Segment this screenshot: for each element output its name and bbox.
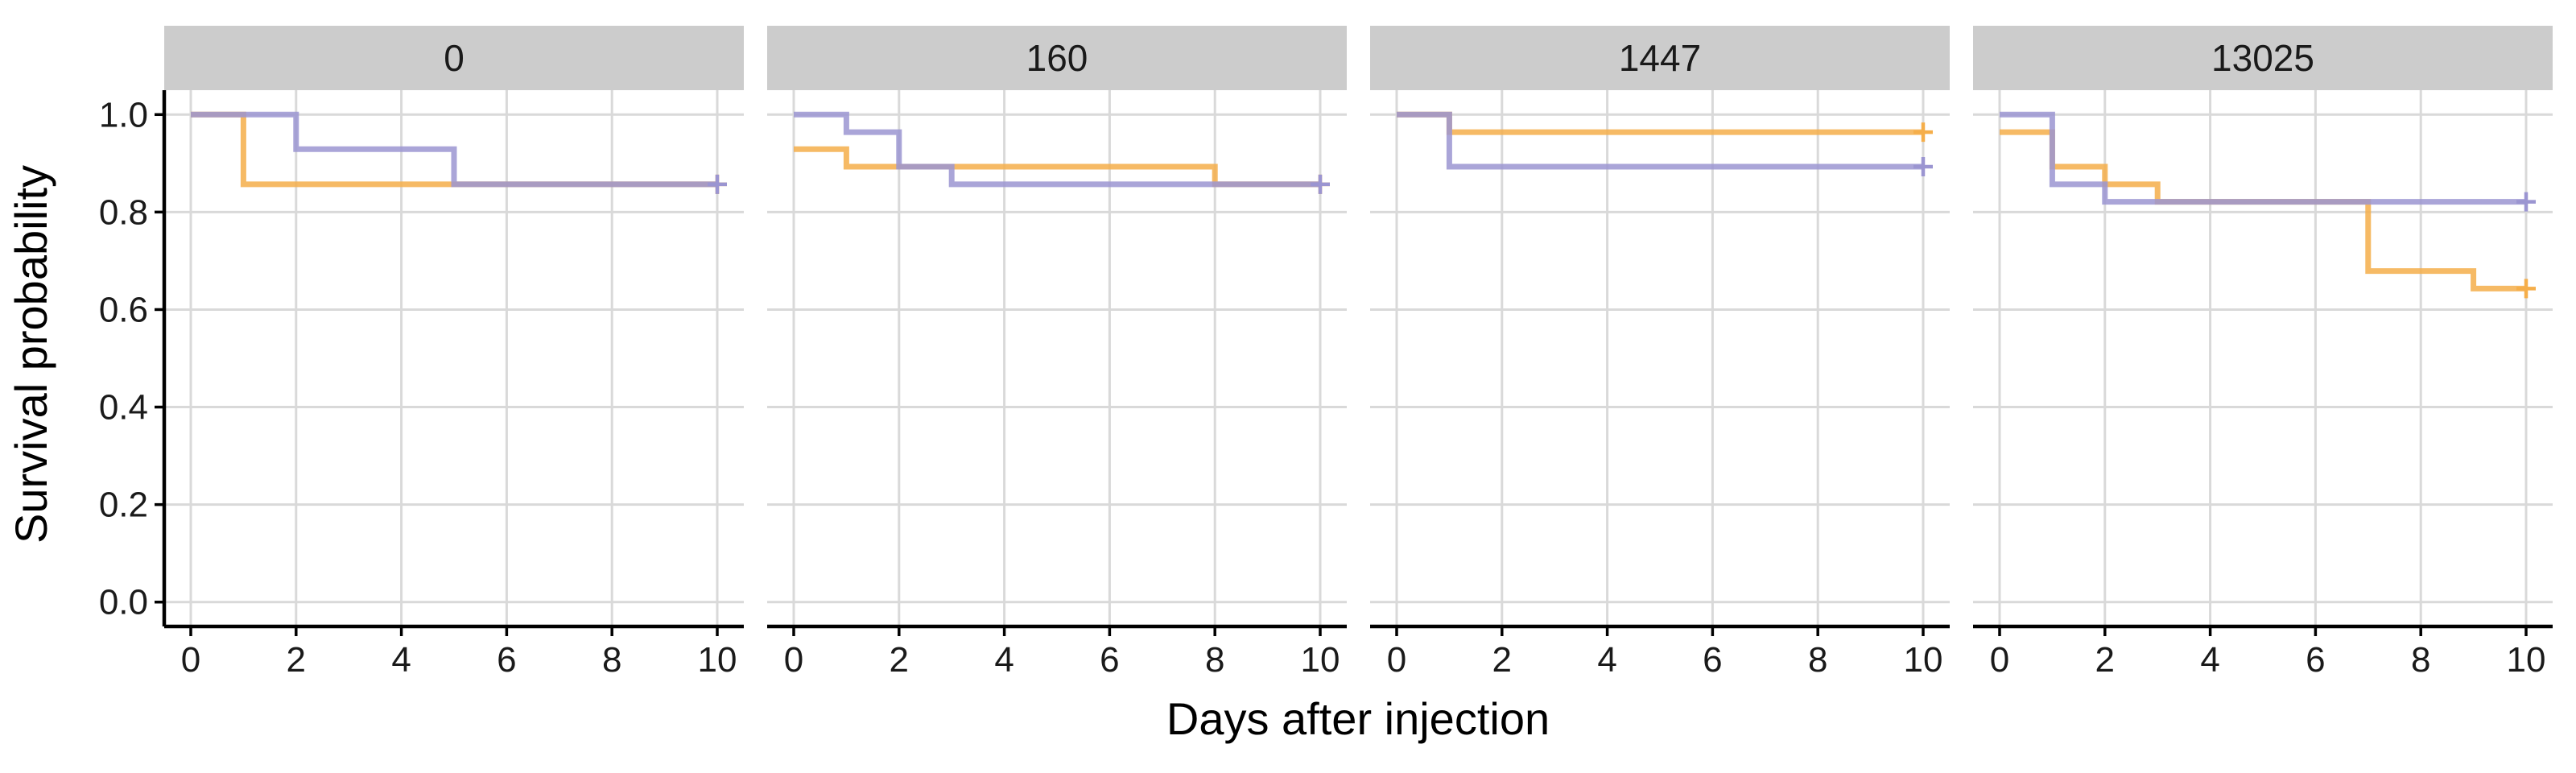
facet-strip: [1370, 26, 1950, 90]
facet-panel-1447: 1447 0 2 4 6 8 10: [1370, 26, 1950, 680]
x-tick-label: 6: [2306, 640, 2325, 680]
facet-strip: [1973, 26, 2553, 90]
x-tick-label: 6: [497, 640, 516, 680]
x-tick-label: 2: [890, 640, 909, 680]
x-tick-label: 10: [698, 640, 737, 680]
censor-mark: [2516, 192, 2536, 212]
facet-panel-13025: 13025 0 2 4 6 8 10: [1973, 26, 2553, 680]
y-tick-label: 0.2: [99, 486, 148, 525]
x-tick-label: 4: [994, 640, 1013, 680]
x-tick-label: 6: [1100, 640, 1119, 680]
x-tick-label: 2: [2095, 640, 2115, 680]
y-tick-label: 0.4: [99, 388, 148, 428]
censor-mark: [1311, 174, 1330, 194]
x-tick-label: 8: [602, 640, 621, 680]
x-tick-label: 8: [2411, 640, 2430, 680]
facet-strip: [164, 26, 744, 90]
survival-curve-series-1: [1397, 111, 1923, 135]
y-tick-label: 0.6: [99, 290, 148, 329]
facet-strip-label: 0: [444, 37, 464, 79]
x-tick-label: 2: [287, 640, 306, 680]
facet-strip-label: 160: [1026, 37, 1088, 79]
x-tick-label: 4: [1597, 640, 1616, 680]
y-tick-label: 1.0: [99, 95, 148, 134]
y-axis-title: Survival probability: [6, 165, 56, 544]
facet-strip: [767, 26, 1347, 90]
survival-curve-series-2: [191, 111, 717, 188]
facet-panel-0: 0 0 2 4 6 8 10 0.0 0.2 0.4 0.6 0.8 1.0: [99, 26, 744, 680]
facet-panel-160: 160 0 2 4 6 8 10: [767, 26, 1347, 680]
y-tick-label: 0.8: [99, 192, 148, 232]
censor-mark: [1913, 122, 1933, 143]
facet-strip-label: 1447: [1619, 37, 1701, 79]
x-tick-label: 0: [784, 640, 803, 680]
survival-curve-series-1: [2000, 129, 2526, 291]
y-tick-label: 0.0: [99, 583, 148, 622]
x-tick-label: 8: [1205, 640, 1224, 680]
censor-mark: [2516, 279, 2536, 299]
facet-strip-label: 13025: [2211, 37, 2314, 79]
x-tick-label: 2: [1492, 640, 1512, 680]
x-tick-label: 10: [1301, 640, 1340, 680]
censor-mark: [1913, 157, 1933, 177]
x-tick-label: 0: [181, 640, 200, 680]
x-tick-label: 0: [1990, 640, 2009, 680]
x-tick-label: 0: [1387, 640, 1406, 680]
x-tick-label: 6: [1703, 640, 1722, 680]
survival-curve-series-2: [1397, 111, 1923, 170]
x-tick-label: 10: [2507, 640, 2546, 680]
survival-curve-series-2: [794, 111, 1320, 188]
survival-curve-series-2: [2000, 111, 2526, 205]
censor-mark: [708, 174, 727, 194]
x-tick-label: 4: [2200, 640, 2219, 680]
survival-curve-series-1: [794, 146, 1320, 188]
x-tick-label: 4: [391, 640, 411, 680]
x-axis-title: Days after injection: [1166, 693, 1550, 744]
x-tick-label: 10: [1904, 640, 1943, 680]
x-tick-label: 8: [1808, 640, 1827, 680]
